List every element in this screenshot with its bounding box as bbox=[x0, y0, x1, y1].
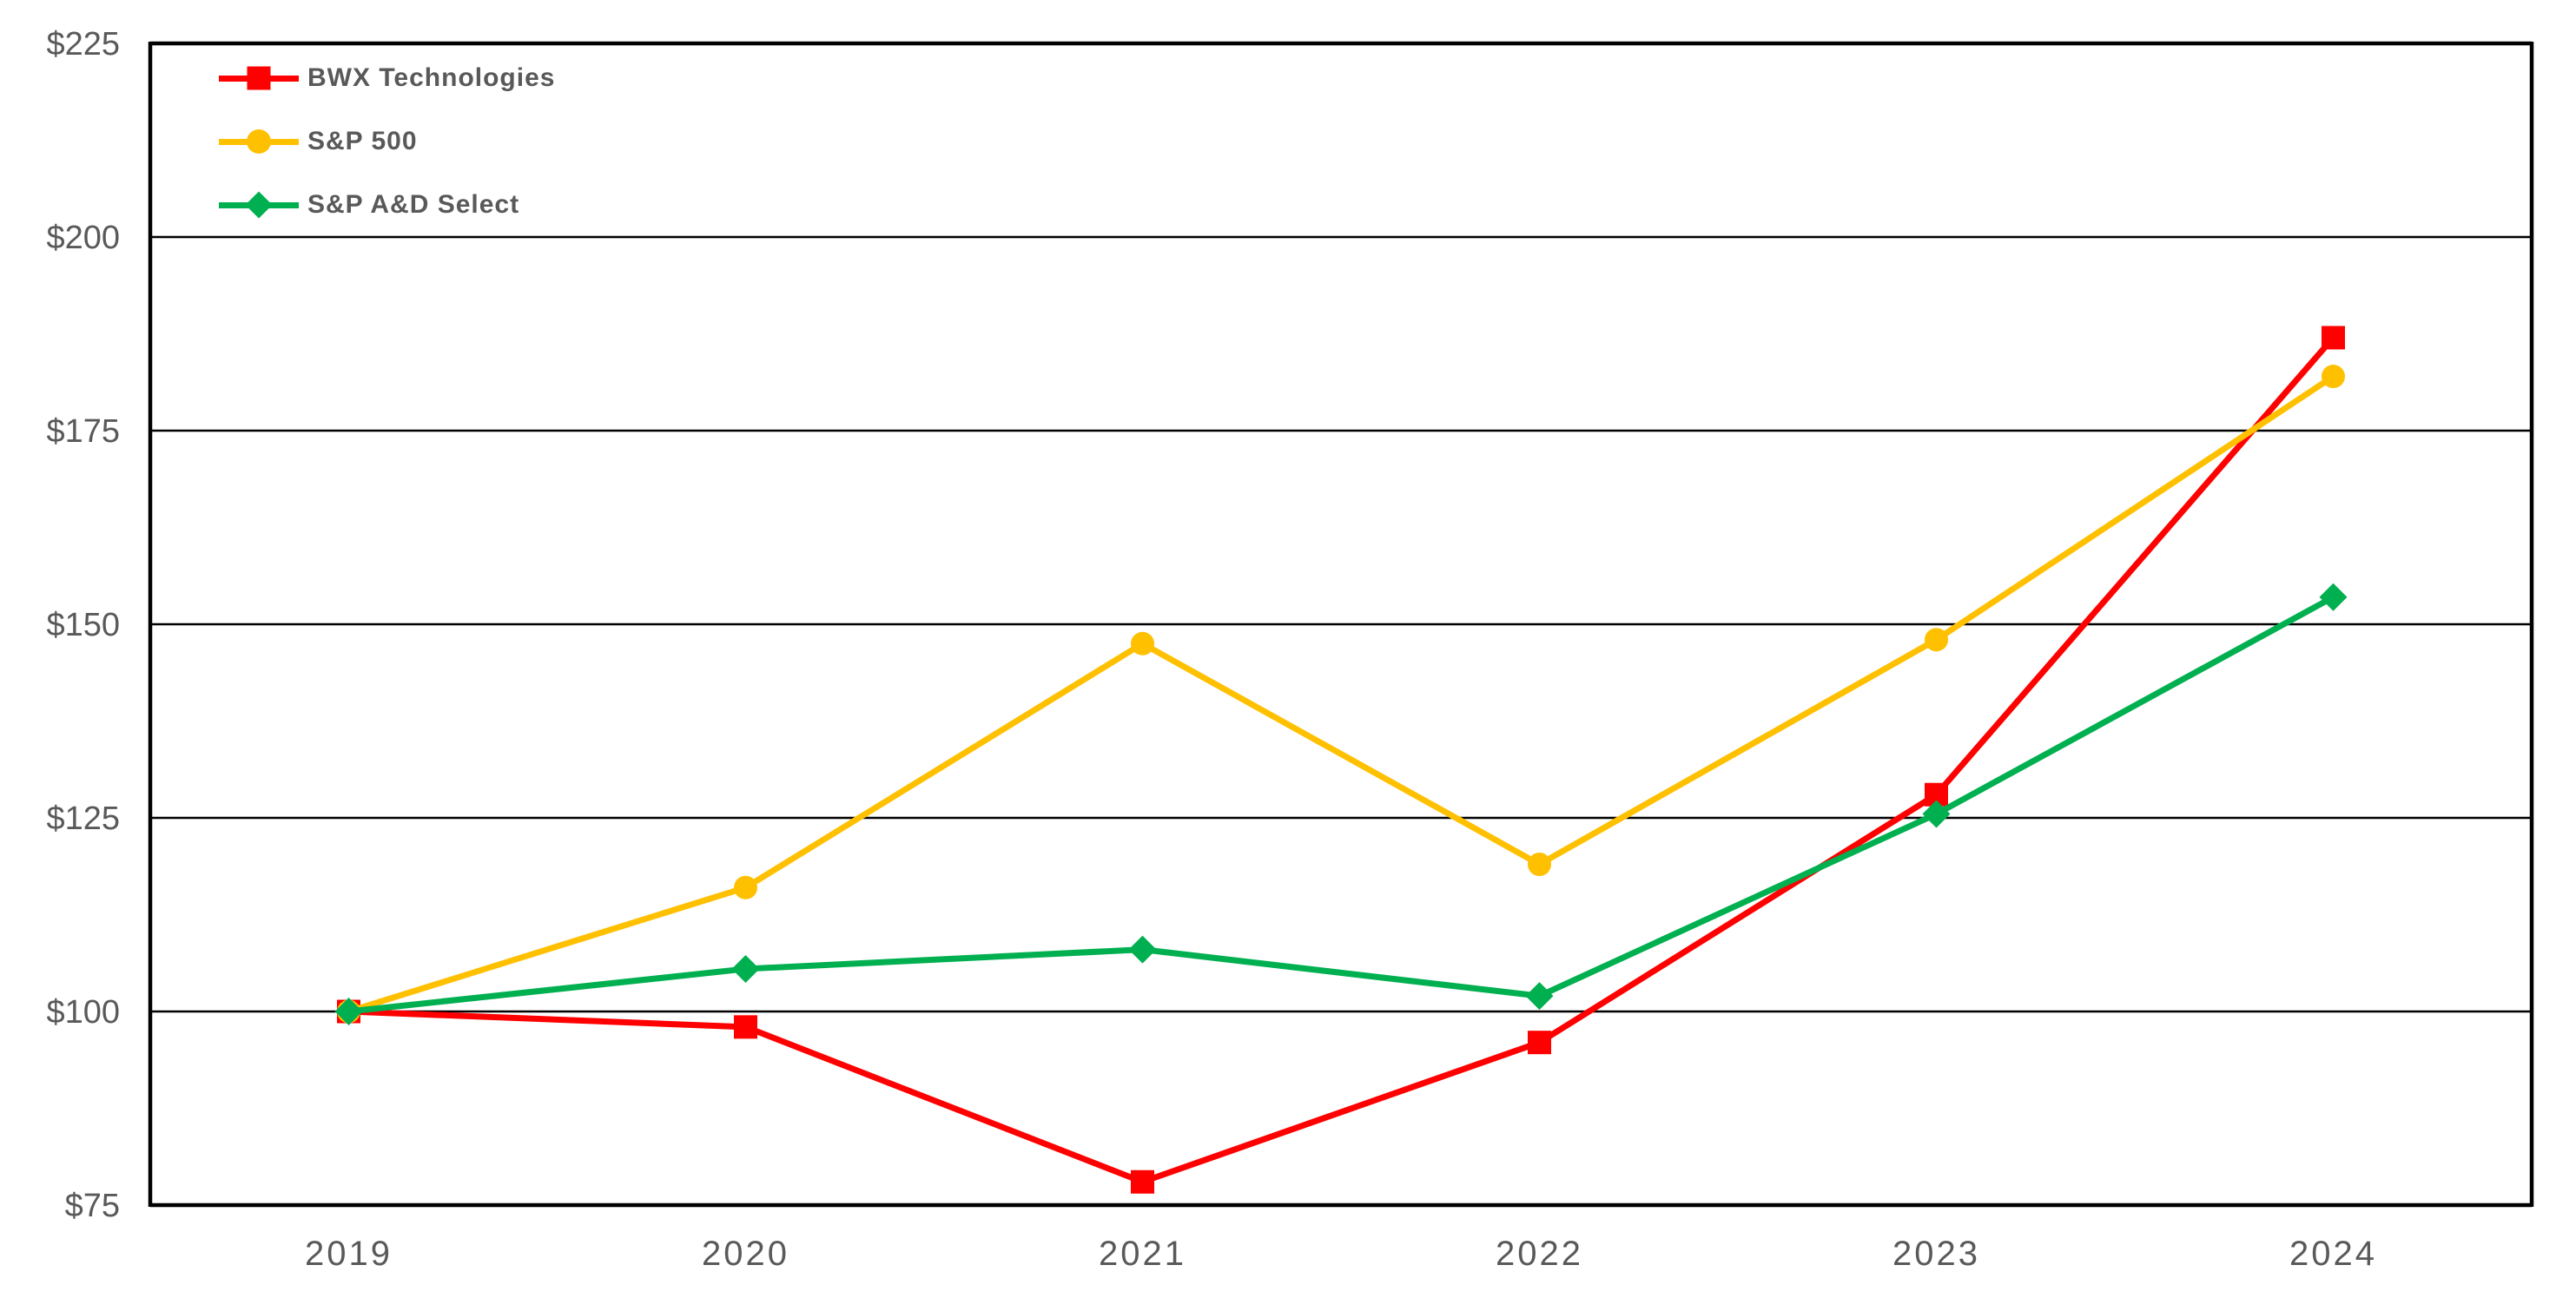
x-axis-tick-label: 2023 bbox=[1892, 1235, 1980, 1273]
s-p-a-d-select-data-point-marker bbox=[731, 954, 760, 983]
x-axis-tick-label: 2019 bbox=[305, 1235, 393, 1273]
legend-circle-marker-icon bbox=[247, 129, 271, 154]
y-axis-tick-label: $225 bbox=[46, 26, 120, 63]
legend-line-swatch bbox=[219, 129, 299, 154]
x-axis-tick-label: 2024 bbox=[2289, 1235, 2377, 1273]
series-line-bwx-technologies bbox=[346, 334, 2336, 1185]
s-p-500-data-point-marker bbox=[1528, 853, 1551, 877]
y-axis-tick-label: $100 bbox=[46, 994, 120, 1031]
s-p-500-data-point-marker bbox=[734, 875, 757, 899]
bwx-technologies-data-point-marker bbox=[1528, 1031, 1551, 1055]
s-p-a-d-select-data-point-marker bbox=[1128, 935, 1157, 964]
legend-item-sp-ad-select: S&P A&D Select bbox=[219, 188, 555, 222]
series-line-s-p-a-d-select bbox=[346, 594, 2336, 1015]
legend-diamond-marker-icon bbox=[245, 191, 273, 219]
chart-legend: BWX Technologies S&P 500 S&P A&D Select bbox=[219, 61, 555, 222]
s-p-a-d-select-data-point-marker bbox=[334, 998, 363, 1025]
y-axis-tick-label: $75 bbox=[65, 1188, 120, 1224]
legend-line-swatch bbox=[219, 191, 299, 219]
x-axis-tick-label: 2022 bbox=[1496, 1235, 1583, 1273]
y-axis-tick-label: $150 bbox=[46, 607, 120, 643]
s-p-500-data-point-marker bbox=[2322, 365, 2345, 389]
legend-line-swatch bbox=[219, 66, 299, 90]
s-p-a-d-select-data-point-marker bbox=[2319, 583, 2348, 611]
y-axis-tick-label: $200 bbox=[46, 220, 120, 256]
s-p-a-d-select-data-point-marker bbox=[1922, 800, 1951, 828]
legend-label: S&P 500 bbox=[307, 127, 418, 155]
x-axis-tick-label: 2021 bbox=[1099, 1235, 1186, 1273]
series-line-s-p-500 bbox=[346, 373, 2336, 1015]
bwx-technologies-data-point-marker bbox=[1131, 1170, 1154, 1194]
legend-square-marker-icon bbox=[247, 66, 271, 90]
x-axis-tick-label: 2020 bbox=[702, 1235, 789, 1273]
s-p-500-data-point-marker bbox=[1925, 628, 1948, 652]
bwx-technologies-data-point-marker bbox=[734, 1015, 757, 1039]
legend-label: S&P A&D Select bbox=[307, 190, 520, 219]
y-axis-tick-label: $125 bbox=[46, 801, 120, 837]
s-p-a-d-select-data-point-marker bbox=[1525, 982, 1554, 1011]
legend-label: BWX Technologies bbox=[307, 63, 556, 92]
y-axis-tick-label: $175 bbox=[46, 413, 120, 450]
bwx-technologies-data-point-marker bbox=[2322, 326, 2345, 350]
legend-item-bwx-technologies: BWX Technologies bbox=[219, 61, 555, 96]
legend-item-sp-500: S&P 500 bbox=[219, 124, 555, 159]
s-p-500-data-point-marker bbox=[1131, 631, 1154, 656]
